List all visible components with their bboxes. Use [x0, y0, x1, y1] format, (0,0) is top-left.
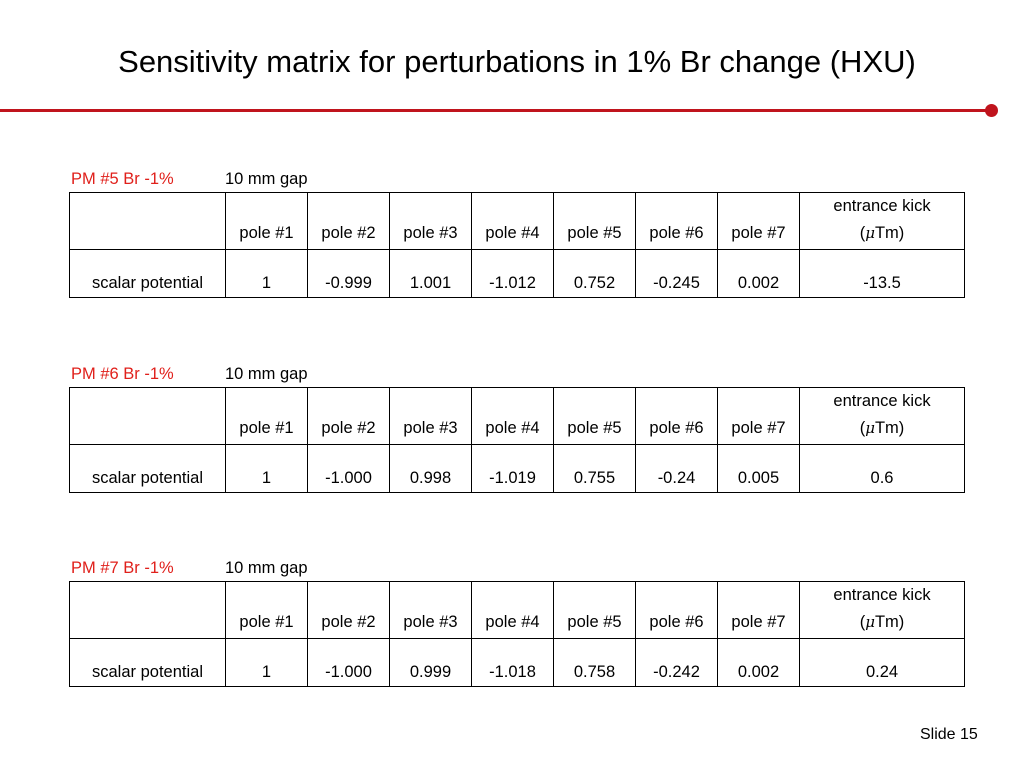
- kick-header-line1: entrance kick: [833, 586, 931, 604]
- table-header-row: pole #1 pole #2 pole #3 pole #4 pole #5 …: [69, 387, 965, 445]
- block-label-row: PM #5 Br -1% 10 mm gap: [69, 166, 965, 192]
- table-header-row: pole #1 pole #2 pole #3 pole #4 pole #5 …: [69, 192, 965, 250]
- mu-symbol: μ: [865, 613, 875, 631]
- block-label-row: PM #7 Br -1% 10 mm gap: [69, 555, 965, 581]
- matrix-block-pm7: PM #7 Br -1% 10 mm gap pole #1 pole #2 p…: [69, 555, 965, 687]
- value-cell-pole-4: -1.018: [471, 638, 554, 687]
- header-cell-pole-5: pole #5: [553, 387, 636, 445]
- kick-header-prefix: (: [859, 224, 866, 242]
- mu-symbol: μ: [865, 224, 875, 242]
- header-cell-entrance-kick: entrance kick (μTm): [799, 387, 965, 445]
- value-cell-pole-4: -1.019: [471, 444, 554, 493]
- kick-header-prefix: (: [859, 613, 866, 631]
- row-label-cell: scalar potential: [69, 638, 226, 687]
- header-cell-entrance-kick: entrance kick (μTm): [799, 581, 965, 639]
- title-divider-line: [0, 109, 990, 112]
- pm-label: PM #6 Br -1%: [71, 365, 174, 383]
- table-row: scalar potential 1 -1.000 0.999 -1.018 0…: [69, 638, 965, 687]
- sensitivity-table: pole #1 pole #2 pole #3 pole #4 pole #5 …: [69, 192, 965, 298]
- row-label-cell: scalar potential: [69, 444, 226, 493]
- value-cell-pole-7: 0.002: [717, 638, 800, 687]
- header-cell-pole-7: pole #7: [717, 581, 800, 639]
- kick-header-line2: (μTm): [804, 220, 960, 247]
- value-cell-pole-4: -1.012: [471, 249, 554, 298]
- header-cell-pole-2: pole #2: [307, 581, 390, 639]
- kick-header-line2: (μTm): [804, 415, 960, 442]
- header-cell-pole-5: pole #5: [553, 581, 636, 639]
- value-cell-pole-5: 0.752: [553, 249, 636, 298]
- kick-header-line1: entrance kick: [833, 392, 931, 410]
- header-cell-pole-6: pole #6: [635, 387, 718, 445]
- header-cell-pole-4: pole #4: [471, 192, 554, 250]
- title-divider-dot: [985, 104, 998, 117]
- header-cell-pole-4: pole #4: [471, 581, 554, 639]
- header-cell-pole-1: pole #1: [225, 192, 308, 250]
- value-cell-pole-1: 1: [225, 444, 308, 493]
- kick-header-prefix: (: [859, 419, 866, 437]
- sensitivity-table: pole #1 pole #2 pole #3 pole #4 pole #5 …: [69, 387, 965, 493]
- value-cell-entrance-kick: 0.24: [799, 638, 965, 687]
- header-cell-pole-6: pole #6: [635, 192, 718, 250]
- value-cell-pole-3: 0.998: [389, 444, 472, 493]
- gap-label: 10 mm gap: [225, 170, 308, 188]
- value-cell-entrance-kick: 0.6: [799, 444, 965, 493]
- header-cell-pole-1: pole #1: [225, 581, 308, 639]
- value-cell-pole-6: -0.242: [635, 638, 718, 687]
- value-cell-pole-5: 0.755: [553, 444, 636, 493]
- kick-header-line1: entrance kick: [833, 197, 931, 215]
- value-cell-pole-6: -0.245: [635, 249, 718, 298]
- header-cell-pole-3: pole #3: [389, 387, 472, 445]
- value-cell-pole-7: 0.002: [717, 249, 800, 298]
- header-cell-empty: [69, 192, 226, 250]
- kick-header-suffix: Tm): [874, 224, 905, 242]
- value-cell-pole-1: 1: [225, 249, 308, 298]
- gap-label: 10 mm gap: [225, 365, 308, 383]
- value-cell-pole-2: -1.000: [307, 638, 390, 687]
- table-row: scalar potential 1 -0.999 1.001 -1.012 0…: [69, 249, 965, 298]
- value-cell-pole-6: -0.24: [635, 444, 718, 493]
- header-cell-empty: [69, 387, 226, 445]
- mu-symbol: μ: [865, 419, 875, 437]
- value-cell-entrance-kick: -13.5: [799, 249, 965, 298]
- header-cell-pole-1: pole #1: [225, 387, 308, 445]
- block-label-row: PM #6 Br -1% 10 mm gap: [69, 361, 965, 387]
- value-cell-pole-5: 0.758: [553, 638, 636, 687]
- header-cell-pole-3: pole #3: [389, 192, 472, 250]
- table-row: scalar potential 1 -1.000 0.998 -1.019 0…: [69, 444, 965, 493]
- header-cell-pole-6: pole #6: [635, 581, 718, 639]
- row-label-cell: scalar potential: [69, 249, 226, 298]
- kick-header-suffix: Tm): [874, 419, 905, 437]
- kick-header-line2: (μTm): [804, 609, 960, 636]
- value-cell-pole-3: 1.001: [389, 249, 472, 298]
- header-cell-pole-5: pole #5: [553, 192, 636, 250]
- table-header-row: pole #1 pole #2 pole #3 pole #4 pole #5 …: [69, 581, 965, 639]
- slide-title: Sensitivity matrix for perturbations in …: [118, 44, 916, 79]
- value-cell-pole-3: 0.999: [389, 638, 472, 687]
- header-cell-entrance-kick: entrance kick (μTm): [799, 192, 965, 250]
- header-cell-pole-2: pole #2: [307, 192, 390, 250]
- matrix-block-pm5: PM #5 Br -1% 10 mm gap pole #1 pole #2 p…: [69, 166, 965, 298]
- kick-header-suffix: Tm): [874, 613, 905, 631]
- value-cell-pole-2: -0.999: [307, 249, 390, 298]
- value-cell-pole-1: 1: [225, 638, 308, 687]
- gap-label: 10 mm gap: [225, 559, 308, 577]
- header-cell-empty: [69, 581, 226, 639]
- value-cell-pole-7: 0.005: [717, 444, 800, 493]
- sensitivity-table: pole #1 pole #2 pole #3 pole #4 pole #5 …: [69, 581, 965, 687]
- header-cell-pole-4: pole #4: [471, 387, 554, 445]
- pm-label: PM #7 Br -1%: [71, 559, 174, 577]
- pm-label: PM #5 Br -1%: [71, 170, 174, 188]
- header-cell-pole-3: pole #3: [389, 581, 472, 639]
- header-cell-pole-7: pole #7: [717, 192, 800, 250]
- header-cell-pole-7: pole #7: [717, 387, 800, 445]
- slide-number: Slide 15: [920, 726, 978, 743]
- matrix-block-pm6: PM #6 Br -1% 10 mm gap pole #1 pole #2 p…: [69, 361, 965, 493]
- value-cell-pole-2: -1.000: [307, 444, 390, 493]
- header-cell-pole-2: pole #2: [307, 387, 390, 445]
